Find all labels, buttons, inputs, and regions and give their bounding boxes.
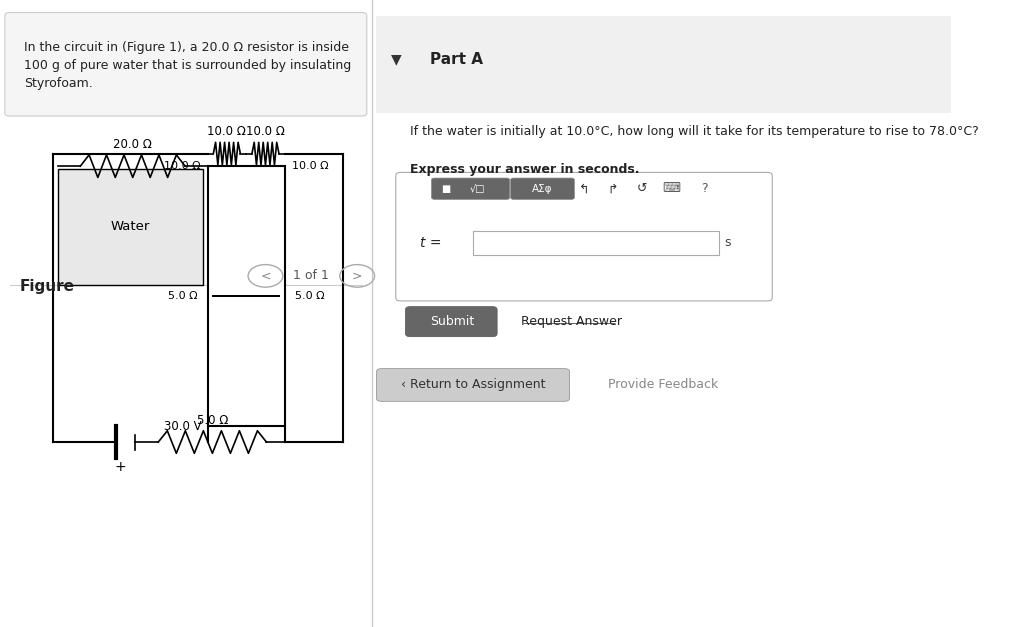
Text: ▼: ▼	[390, 53, 401, 66]
Text: 5.0 Ω: 5.0 Ω	[197, 414, 228, 426]
Text: >: >	[352, 270, 362, 282]
Text: Provide Feedback: Provide Feedback	[608, 379, 719, 391]
Text: ↺: ↺	[637, 182, 647, 195]
Text: 10.0 Ω: 10.0 Ω	[164, 161, 201, 171]
FancyBboxPatch shape	[431, 178, 510, 199]
FancyBboxPatch shape	[511, 178, 574, 199]
Text: Express your answer in seconds.: Express your answer in seconds.	[411, 163, 640, 176]
Text: 5.0 Ω: 5.0 Ω	[295, 292, 325, 301]
Text: Submit: Submit	[430, 315, 474, 328]
Text: ↱: ↱	[607, 182, 618, 195]
FancyBboxPatch shape	[5, 13, 367, 116]
Text: 10.0 Ω: 10.0 Ω	[246, 125, 285, 138]
Text: Water: Water	[111, 221, 150, 233]
Text: ⌨: ⌨	[662, 182, 680, 195]
Text: Part A: Part A	[429, 52, 482, 67]
FancyBboxPatch shape	[377, 16, 951, 113]
Text: <: <	[260, 270, 270, 282]
Text: 10.0 Ω: 10.0 Ω	[208, 125, 247, 138]
Text: √□: √□	[470, 184, 485, 194]
Text: 1 of 1: 1 of 1	[293, 270, 329, 282]
Text: ↰: ↰	[579, 182, 589, 195]
Text: t =: t =	[420, 236, 441, 250]
Text: In the circuit in (Figure 1), a 20.0 Ω resistor is inside
100 g of pure water th: In the circuit in (Figure 1), a 20.0 Ω r…	[25, 41, 351, 90]
Text: ■: ■	[441, 184, 451, 194]
FancyBboxPatch shape	[473, 231, 719, 255]
FancyBboxPatch shape	[406, 307, 497, 337]
Text: Request Answer: Request Answer	[521, 315, 623, 328]
Text: Figure: Figure	[19, 279, 75, 294]
Bar	[208, 166, 285, 426]
FancyBboxPatch shape	[396, 172, 772, 301]
Text: 30.0 V: 30.0 V	[164, 420, 202, 433]
FancyBboxPatch shape	[377, 369, 569, 401]
Text: 20.0 Ω: 20.0 Ω	[114, 138, 153, 150]
Text: s: s	[724, 236, 730, 249]
Text: If the water is initially at 10.0°C, how long will it take for its temperature t: If the water is initially at 10.0°C, how…	[411, 125, 979, 139]
Text: 10.0 Ω: 10.0 Ω	[292, 161, 328, 171]
Text: 5.0 Ω: 5.0 Ω	[168, 292, 198, 301]
Text: ‹ Return to Assignment: ‹ Return to Assignment	[400, 379, 545, 391]
Text: AΣφ: AΣφ	[532, 184, 553, 194]
Text: ?: ?	[701, 182, 708, 195]
Text: +: +	[115, 460, 127, 474]
Bar	[58, 169, 203, 285]
